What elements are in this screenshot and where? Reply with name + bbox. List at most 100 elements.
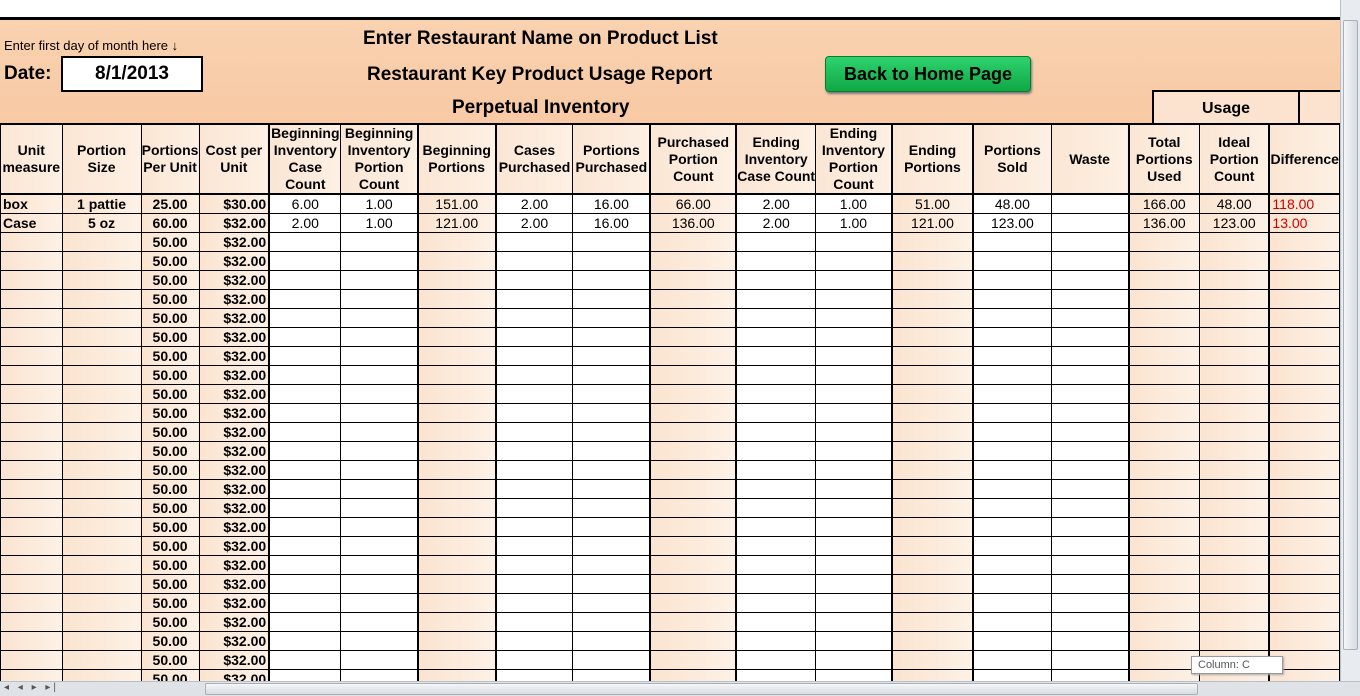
table-cell[interactable] bbox=[1268, 573, 1340, 594]
table-cell[interactable]: 60.00 bbox=[140, 212, 200, 233]
table-cell[interactable]: $32.00 bbox=[198, 383, 270, 404]
table-cell[interactable] bbox=[340, 402, 419, 423]
table-cell[interactable]: 50.00 bbox=[140, 668, 200, 681]
table-cell[interactable] bbox=[0, 383, 63, 404]
table-cell[interactable]: 48.00 bbox=[972, 193, 1052, 214]
table-cell[interactable] bbox=[268, 478, 342, 499]
table-cell[interactable]: 50.00 bbox=[140, 421, 200, 442]
table-cell[interactable] bbox=[972, 668, 1052, 681]
table-cell[interactable] bbox=[735, 630, 817, 651]
table-cell[interactable] bbox=[649, 630, 737, 651]
table-cell[interactable] bbox=[1127, 554, 1200, 575]
table-cell[interactable] bbox=[815, 440, 893, 461]
table-cell[interactable]: 2.00 bbox=[735, 193, 817, 214]
table-cell[interactable] bbox=[649, 231, 737, 252]
table-cell[interactable]: $32.00 bbox=[198, 668, 270, 681]
table-cell[interactable] bbox=[572, 326, 651, 347]
table-cell[interactable] bbox=[268, 440, 342, 461]
table-cell[interactable] bbox=[494, 345, 574, 366]
table-cell[interactable] bbox=[268, 402, 342, 423]
table-cell[interactable]: $32.00 bbox=[198, 611, 270, 632]
table-cell[interactable] bbox=[268, 326, 342, 347]
table-cell[interactable] bbox=[416, 364, 497, 385]
table-cell[interactable] bbox=[972, 630, 1052, 651]
table-cell[interactable]: 2.00 bbox=[494, 212, 574, 233]
table-cell[interactable] bbox=[890, 288, 974, 309]
table-cell[interactable] bbox=[1268, 421, 1340, 442]
table-cell[interactable] bbox=[416, 497, 497, 518]
back-to-home-button[interactable]: Back to Home Page bbox=[825, 56, 1031, 92]
table-cell[interactable] bbox=[1199, 611, 1270, 632]
table-cell[interactable] bbox=[61, 668, 142, 681]
table-cell[interactable] bbox=[649, 668, 737, 681]
table-cell[interactable] bbox=[649, 497, 737, 518]
table-cell[interactable]: 50.00 bbox=[140, 383, 200, 404]
table-cell[interactable]: $32.00 bbox=[198, 573, 270, 594]
table-cell[interactable] bbox=[649, 421, 737, 442]
table-cell[interactable] bbox=[890, 345, 974, 366]
table-cell[interactable] bbox=[649, 288, 737, 309]
table-cell[interactable] bbox=[0, 649, 63, 670]
table-cell[interactable] bbox=[494, 250, 574, 271]
table-cell[interactable] bbox=[494, 516, 574, 537]
table-cell[interactable] bbox=[972, 459, 1052, 480]
table-cell[interactable] bbox=[494, 459, 574, 480]
table-cell[interactable]: 50.00 bbox=[140, 516, 200, 537]
table-cell[interactable] bbox=[572, 611, 651, 632]
table-cell[interactable] bbox=[61, 459, 142, 480]
table-cell[interactable] bbox=[1268, 269, 1340, 290]
table-cell[interactable] bbox=[416, 630, 497, 651]
table-cell[interactable] bbox=[340, 231, 419, 252]
table-cell[interactable] bbox=[1050, 288, 1130, 309]
table-cell[interactable]: $32.00 bbox=[198, 459, 270, 480]
table-cell[interactable] bbox=[1050, 554, 1130, 575]
table-cell[interactable]: $32.00 bbox=[198, 326, 270, 347]
table-cell[interactable] bbox=[61, 611, 142, 632]
table-cell[interactable] bbox=[735, 459, 817, 480]
table-cell[interactable] bbox=[815, 231, 893, 252]
table-cell[interactable] bbox=[649, 573, 737, 594]
table-cell[interactable]: 1.00 bbox=[340, 212, 419, 233]
table-cell[interactable] bbox=[340, 649, 419, 670]
table-cell[interactable] bbox=[735, 516, 817, 537]
table-cell[interactable] bbox=[0, 288, 63, 309]
table-cell[interactable] bbox=[0, 326, 63, 347]
table-cell[interactable] bbox=[1127, 497, 1200, 518]
table-cell[interactable]: 50.00 bbox=[140, 364, 200, 385]
table-cell[interactable]: $32.00 bbox=[198, 497, 270, 518]
table-cell[interactable] bbox=[61, 516, 142, 537]
table-cell[interactable] bbox=[340, 611, 419, 632]
table-cell[interactable] bbox=[735, 288, 817, 309]
table-cell[interactable] bbox=[416, 307, 497, 328]
table-cell[interactable] bbox=[972, 231, 1052, 252]
table-cell[interactable] bbox=[61, 269, 142, 290]
table-cell[interactable] bbox=[735, 269, 817, 290]
table-cell[interactable] bbox=[572, 478, 651, 499]
table-cell[interactable] bbox=[0, 364, 63, 385]
table-cell[interactable] bbox=[972, 269, 1052, 290]
table-cell[interactable] bbox=[268, 497, 342, 518]
table-cell[interactable] bbox=[890, 649, 974, 670]
table-cell[interactable] bbox=[494, 478, 574, 499]
table-cell[interactable]: 50.00 bbox=[140, 573, 200, 594]
table-cell[interactable] bbox=[61, 364, 142, 385]
table-cell[interactable] bbox=[340, 383, 419, 404]
table-cell[interactable] bbox=[268, 573, 342, 594]
table-cell[interactable] bbox=[890, 535, 974, 556]
table-cell[interactable] bbox=[61, 421, 142, 442]
table-cell[interactable] bbox=[649, 250, 737, 271]
table-cell[interactable] bbox=[340, 345, 419, 366]
table-cell[interactable]: 166.00 bbox=[1127, 193, 1200, 214]
table-cell[interactable] bbox=[340, 326, 419, 347]
table-cell[interactable] bbox=[0, 516, 63, 537]
table-cell[interactable] bbox=[1050, 307, 1130, 328]
table-cell[interactable] bbox=[890, 269, 974, 290]
table-cell[interactable] bbox=[972, 497, 1052, 518]
table-cell[interactable] bbox=[416, 478, 497, 499]
table-cell[interactable] bbox=[0, 402, 63, 423]
table-cell[interactable] bbox=[268, 649, 342, 670]
table-cell[interactable] bbox=[890, 478, 974, 499]
table-cell[interactable] bbox=[416, 231, 497, 252]
table-cell[interactable] bbox=[61, 326, 142, 347]
table-cell[interactable] bbox=[1050, 611, 1130, 632]
